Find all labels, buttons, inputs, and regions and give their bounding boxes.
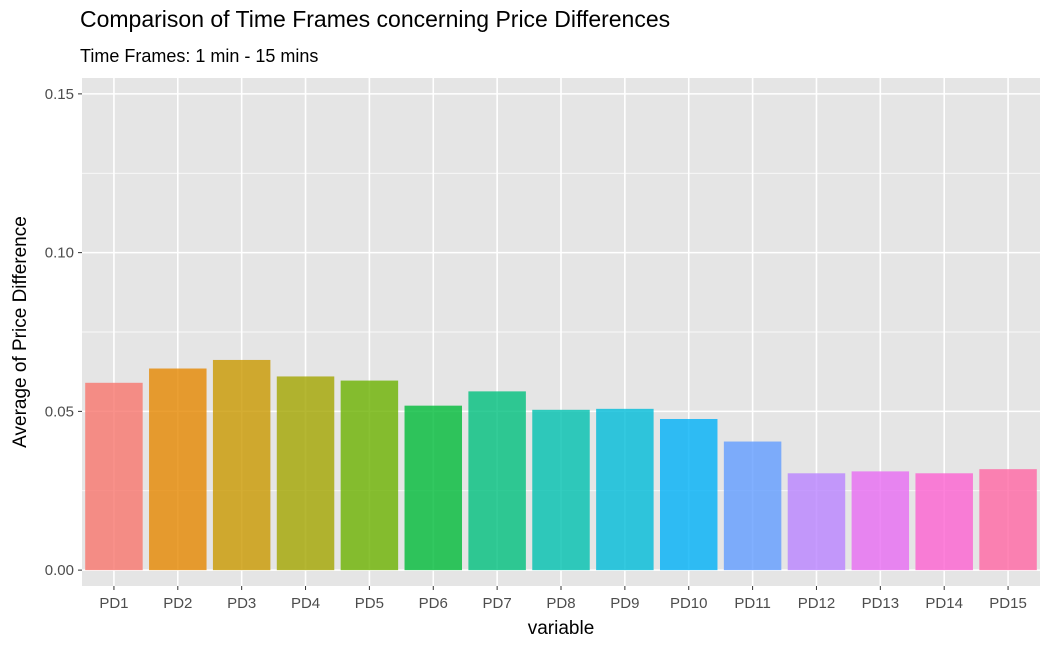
x-tick-label: PD2 [163, 595, 192, 612]
bar-pd11 [723, 441, 782, 571]
x-tick-label: PD4 [291, 595, 320, 612]
x-tick-label: PD14 [925, 595, 963, 612]
bar-pd3 [212, 359, 271, 571]
x-tick-label: PD13 [862, 595, 900, 612]
y-tick-label: 0.10 [45, 245, 74, 262]
bar-pd9 [596, 408, 654, 571]
y-tick-label: 0.00 [45, 562, 74, 579]
y-axis-label: Average of Price Difference [10, 216, 31, 448]
bar-pd12 [787, 473, 846, 571]
x-axis: PD1 PD2 PD3 PD4 PD5 PD6 PD7 PD8 PD9 PD10 PD11 PD12 P… [99, 586, 1027, 612]
bar-pd10 [659, 418, 718, 571]
x-tick-label: PD6 [419, 595, 448, 612]
chart-subtitle: Time Frames: 1 min - 15 mins [80, 46, 318, 66]
bar-pd15 [979, 469, 1037, 571]
x-tick-label: PD7 [483, 595, 512, 612]
y-axis: 0.00 0.05 0.10 0.15 [45, 86, 82, 579]
x-tick-label: PD3 [227, 595, 256, 612]
bar-pd7 [468, 391, 526, 571]
bar-pd4 [276, 376, 335, 571]
x-tick-label: PD10 [670, 595, 708, 612]
x-tick-label: PD1 [99, 595, 128, 612]
x-tick-label: PD12 [798, 595, 836, 612]
bar-pd5 [340, 380, 399, 571]
x-tick-label: PD8 [546, 595, 575, 612]
bars [85, 359, 1037, 571]
bar-pd1 [85, 382, 143, 571]
x-tick-label: PD11 [734, 595, 770, 612]
x-tick-label: PD5 [355, 595, 384, 612]
bar-pd13 [851, 471, 910, 571]
y-tick-label: 0.15 [45, 86, 74, 103]
y-tick-label: 0.05 [45, 403, 74, 420]
bar-pd8 [532, 409, 590, 571]
x-tick-label: PD15 [989, 595, 1027, 612]
bar-pd6 [404, 405, 463, 571]
bar-pd2 [149, 368, 207, 571]
x-tick-label: PD9 [610, 595, 639, 612]
x-axis-label: variable [528, 618, 595, 639]
chart-title: Comparison of Time Frames concerning Pri… [80, 6, 670, 32]
bar-pd14 [915, 473, 973, 571]
